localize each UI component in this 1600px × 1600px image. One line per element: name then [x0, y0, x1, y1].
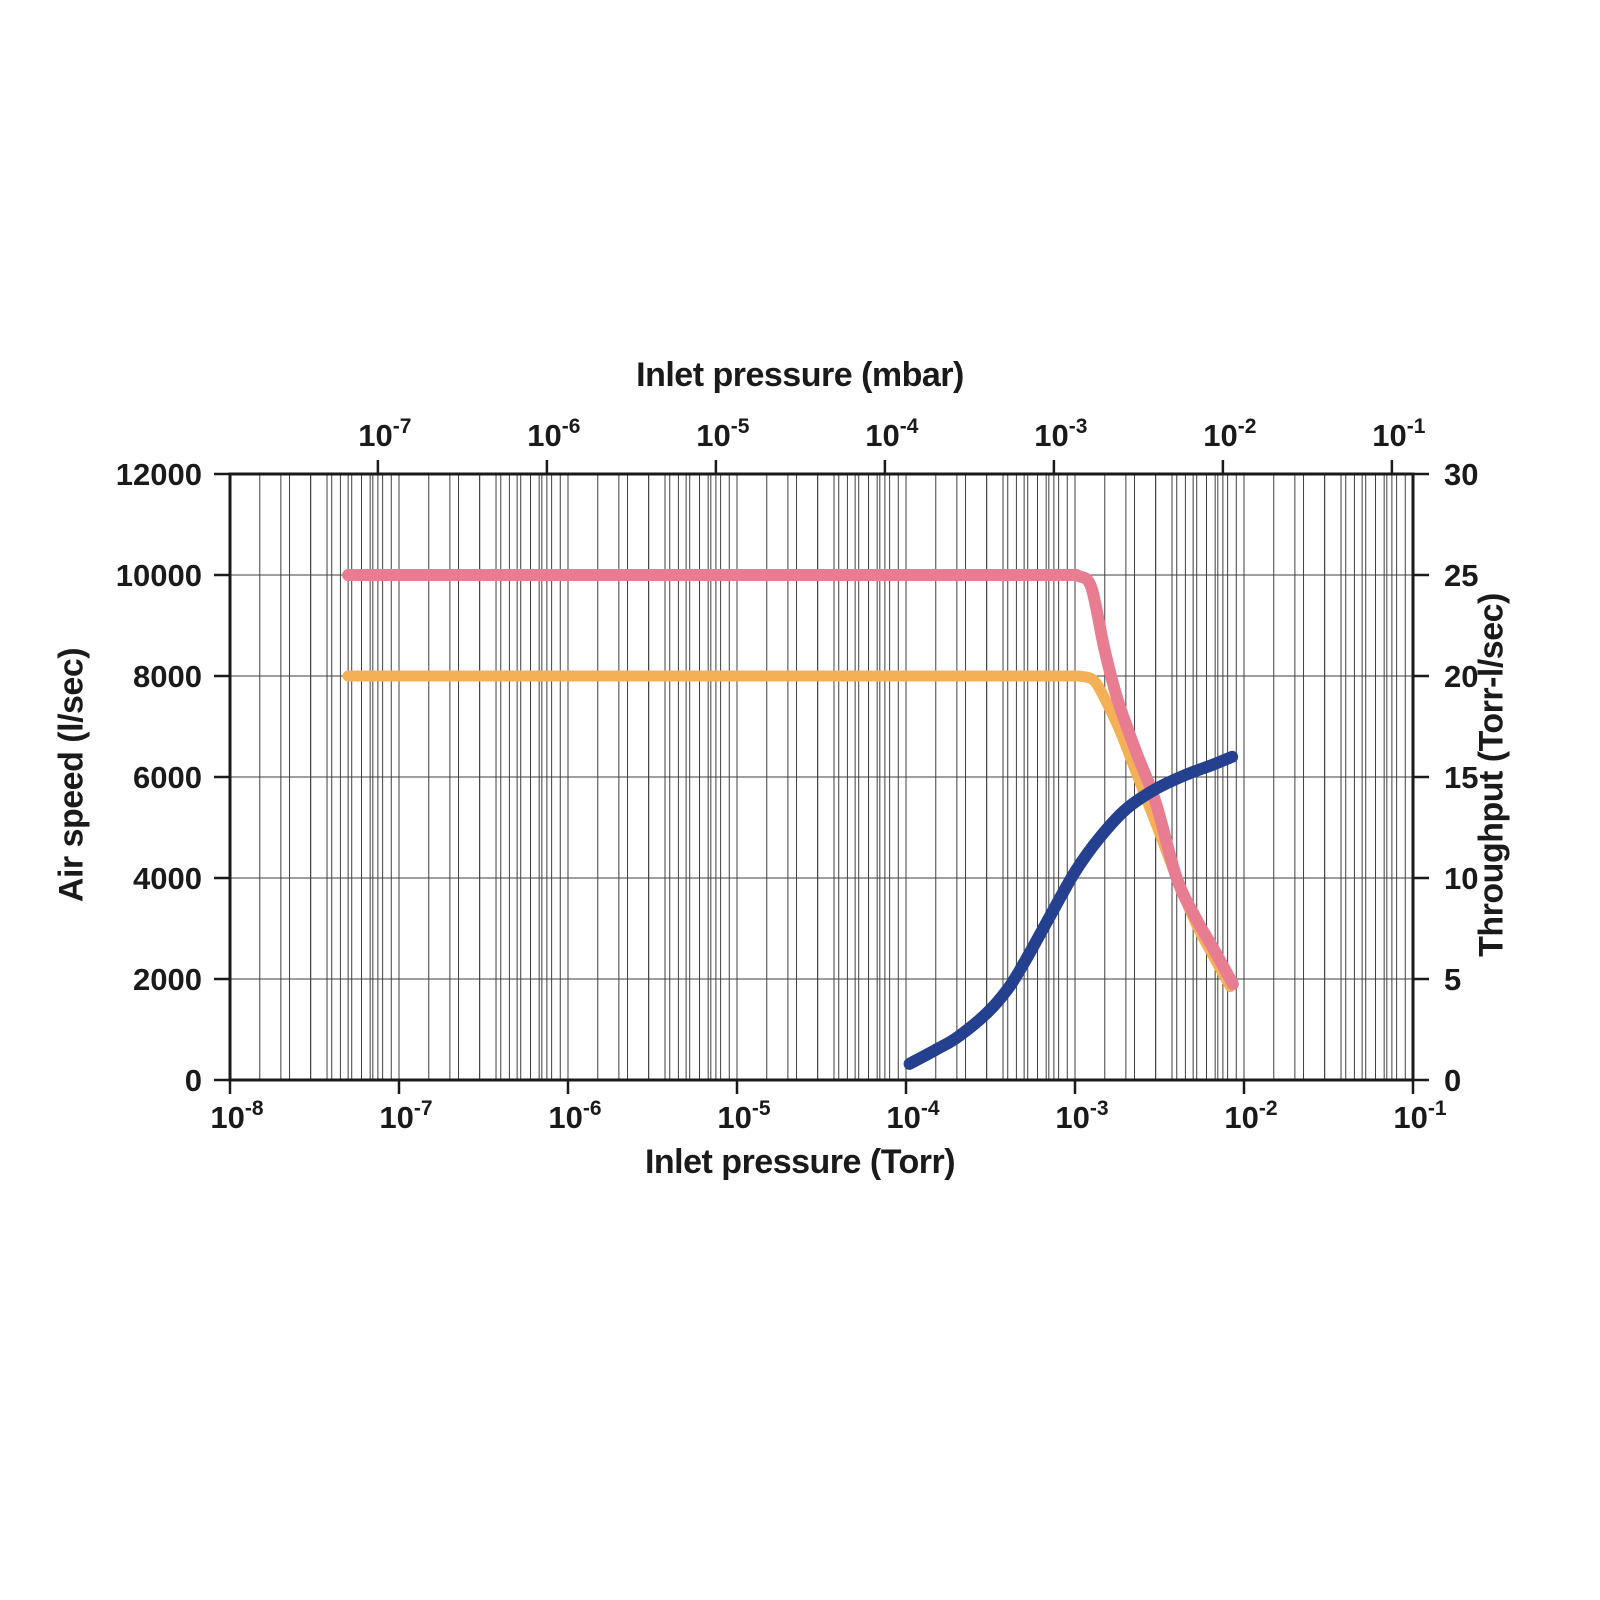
x-top-tick-label: 10-2: [1203, 415, 1256, 453]
y-right-tick-label: 25: [1444, 558, 1478, 593]
series-air-speed-10000: [342, 568, 1239, 990]
y-right-tick-label: 0: [1444, 1063, 1461, 1098]
axis-tick-labels: 10-8 10-7 10-6 10-5 10-4 10-3 10-2 10-1 10-7 10-6…: [116, 415, 1479, 1135]
x-top-tick-label: 10-7: [358, 415, 411, 453]
y-left-tick-label: 0: [185, 1063, 202, 1098]
y-left-tick-label: 2000: [133, 962, 202, 997]
x-bottom-tick-label: 10-3: [1055, 1097, 1108, 1135]
axis-ticks: [214, 460, 1429, 1094]
top-axis-title: Inlet pressure (mbar): [636, 356, 964, 394]
y-left-tick-label: 8000: [133, 659, 202, 694]
x-bottom-tick-label: 10-5: [717, 1097, 770, 1135]
y-left-tick-label: 10000: [116, 558, 202, 593]
y-right-tick-label: 20: [1444, 659, 1478, 694]
bottom-axis-title: Inlet pressure (Torr): [644, 1143, 956, 1181]
y-right-tick-label: 5: [1444, 962, 1461, 997]
x-top-tick-label: 10-3: [1034, 415, 1087, 453]
x-top-tick-label: 10-1: [1372, 415, 1425, 453]
x-bottom-tick-label: 10-4: [886, 1097, 939, 1135]
series-curves: [342, 568, 1239, 1070]
right-axis-title: Throughput (Torr-l/sec): [1472, 593, 1511, 957]
x-bottom-tick-label: 10-7: [379, 1097, 432, 1135]
x-bottom-tick-label: 10-1: [1393, 1097, 1446, 1135]
y-left-tick-label: 6000: [133, 760, 202, 795]
y-right-tick-label: 30: [1444, 457, 1478, 492]
x-bottom-tick-label: 10-6: [548, 1097, 601, 1135]
y-left-tick-label: 4000: [133, 861, 202, 896]
left-axis-title: Air speed (l/sec): [52, 647, 91, 903]
x-top-tick-label: 10-6: [527, 415, 580, 453]
x-bottom-tick-label: 10-2: [1224, 1097, 1277, 1135]
x-top-tick-label: 10-5: [696, 415, 749, 453]
x-bottom-tick-label: 10-8: [210, 1097, 263, 1135]
y-right-tick-label: 15: [1444, 760, 1478, 795]
series-throughput: [903, 750, 1239, 1070]
y-right-tick-label: 10: [1444, 861, 1478, 896]
y-left-tick-label: 12000: [116, 457, 202, 492]
x-top-tick-label: 10-4: [865, 415, 918, 453]
